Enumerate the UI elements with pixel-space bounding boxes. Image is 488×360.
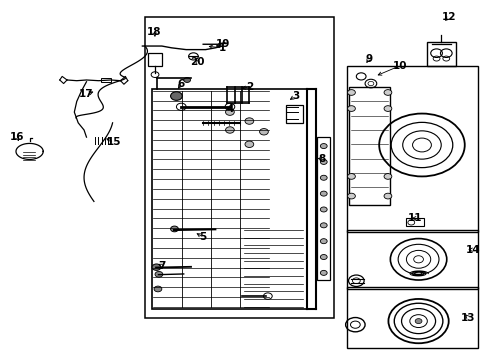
Circle shape [225, 109, 234, 115]
Text: 7: 7 [158, 261, 165, 271]
Text: 3: 3 [291, 91, 299, 101]
Bar [348, 87, 389, 205]
Circle shape [170, 92, 182, 100]
Circle shape [244, 141, 253, 148]
Bar [285, 105, 302, 123]
Text: 2: 2 [245, 82, 252, 92]
Circle shape [244, 118, 253, 124]
Circle shape [347, 106, 355, 111]
Text: 15: 15 [107, 138, 121, 148]
Text: 4: 4 [226, 104, 233, 113]
Text: 8: 8 [318, 154, 325, 163]
Text: 20: 20 [190, 57, 204, 67]
Text: 10: 10 [392, 61, 407, 71]
Circle shape [170, 226, 178, 232]
Circle shape [154, 286, 162, 292]
Circle shape [155, 271, 163, 277]
Circle shape [259, 129, 268, 135]
Text: 9: 9 [365, 54, 372, 64]
Bar [317, 137, 329, 280]
Text: 5: 5 [199, 232, 206, 242]
Bar [406, 218, 424, 226]
Bar [152, 89, 306, 309]
Bar [144, 18, 334, 318]
Bar [101, 78, 111, 82]
Circle shape [414, 319, 421, 324]
Text: 18: 18 [147, 27, 162, 37]
Circle shape [183, 77, 190, 82]
Bar [346, 66, 477, 232]
Bar [426, 42, 455, 66]
Text: 19: 19 [215, 39, 229, 49]
Circle shape [152, 264, 161, 270]
Circle shape [347, 193, 355, 199]
Circle shape [347, 174, 355, 179]
Text: 1: 1 [219, 43, 226, 53]
Circle shape [320, 207, 326, 212]
Text: 12: 12 [441, 13, 455, 22]
Text: 11: 11 [407, 213, 421, 223]
Circle shape [383, 106, 391, 111]
Circle shape [383, 193, 391, 199]
Text: 14: 14 [465, 245, 479, 255]
Circle shape [320, 223, 326, 228]
Text: 16: 16 [10, 132, 24, 142]
Bar [346, 287, 477, 348]
Bar [346, 230, 477, 289]
Circle shape [320, 239, 326, 244]
Text: 13: 13 [460, 312, 474, 323]
Circle shape [224, 103, 234, 111]
Bar [147, 53, 162, 66]
Circle shape [320, 175, 326, 180]
Circle shape [383, 174, 391, 179]
Text: 6: 6 [177, 78, 184, 89]
Circle shape [320, 270, 326, 275]
Text: 17: 17 [79, 89, 94, 99]
Circle shape [176, 103, 186, 111]
Circle shape [320, 191, 326, 196]
Circle shape [320, 255, 326, 260]
Circle shape [383, 90, 391, 95]
Circle shape [225, 127, 234, 133]
Circle shape [347, 90, 355, 95]
Circle shape [320, 159, 326, 165]
Circle shape [320, 144, 326, 149]
